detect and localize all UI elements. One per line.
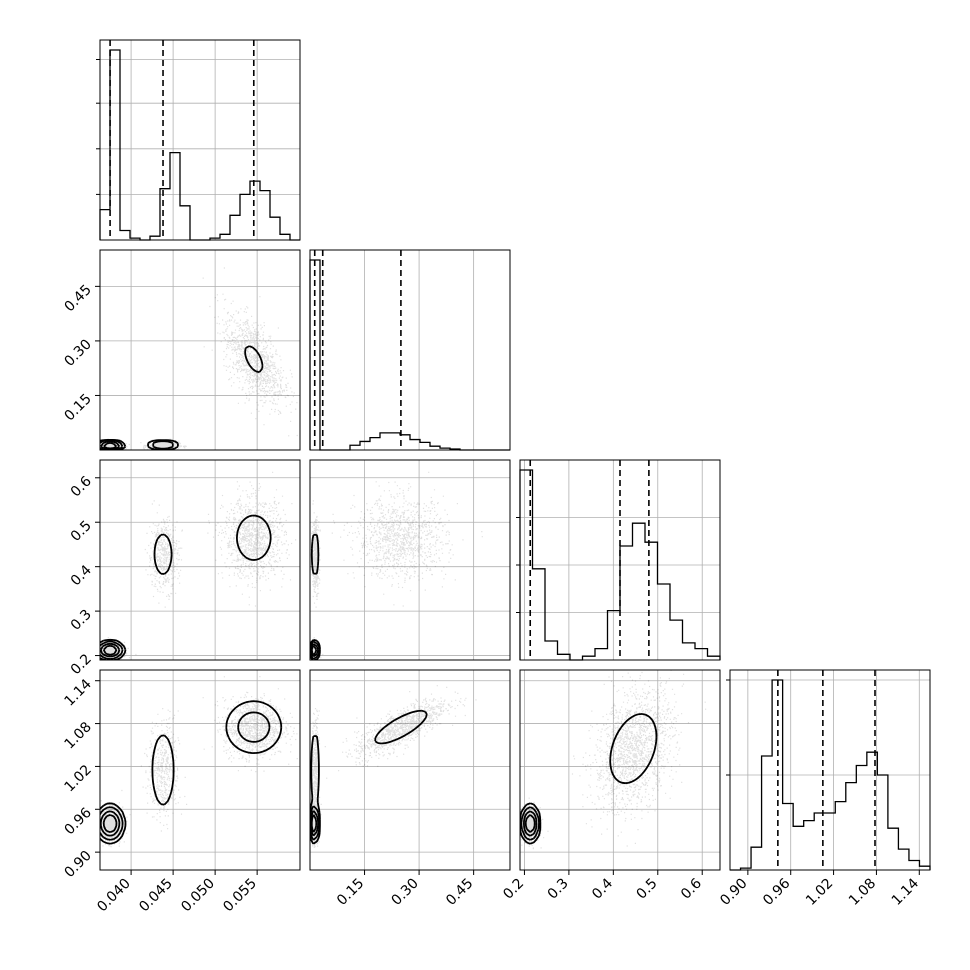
histogram-steps bbox=[309, 259, 510, 451]
x-tick-label: 0.6 bbox=[678, 875, 705, 902]
contour-line bbox=[310, 810, 319, 837]
x-tick-label: 1.08 bbox=[846, 876, 879, 909]
scatter-panel-0-3 bbox=[100, 670, 300, 870]
scatter-panel-1-3 bbox=[310, 670, 510, 870]
x-tick-label: 1.14 bbox=[889, 875, 922, 908]
x-tick-label: 0.055 bbox=[220, 876, 260, 916]
scatter-panel-2-3 bbox=[520, 670, 720, 870]
contour-line bbox=[100, 514, 272, 660]
panel-frame bbox=[99, 39, 301, 241]
y-tick-label: 0.90 bbox=[61, 848, 94, 881]
contour-line bbox=[103, 442, 118, 450]
histogram-panel-1 bbox=[309, 250, 510, 451]
contour-line bbox=[310, 643, 319, 658]
scatter-points bbox=[100, 676, 298, 848]
y-tick-label: 0.96 bbox=[61, 805, 94, 838]
contour-line bbox=[520, 713, 658, 845]
contour-line bbox=[310, 814, 318, 833]
y-tick-label: 0.2 bbox=[68, 651, 95, 678]
scatter-panel-0-2 bbox=[100, 460, 300, 660]
contour-line bbox=[100, 440, 121, 450]
y-tick-label: 1.02 bbox=[61, 762, 94, 795]
contour-line bbox=[100, 640, 124, 660]
y-tick-label: 0.30 bbox=[61, 336, 94, 369]
panel-frame bbox=[309, 249, 511, 451]
x-tick-label: 0.30 bbox=[389, 876, 422, 909]
x-tick-label: 1.02 bbox=[803, 876, 836, 909]
x-tick-label: 0.15 bbox=[334, 876, 367, 909]
scatter-points bbox=[310, 685, 477, 848]
panel-frame bbox=[309, 669, 511, 871]
x-tick-label: 0.045 bbox=[136, 876, 176, 916]
panel-content bbox=[520, 670, 707, 850]
scatter-points bbox=[100, 267, 298, 450]
panel-content bbox=[100, 267, 298, 450]
scatter-panel-0-1 bbox=[100, 250, 300, 450]
y-tick-label: 0.6 bbox=[68, 473, 95, 500]
y-tick-label: 0.3 bbox=[68, 607, 95, 634]
contour-line bbox=[524, 814, 536, 833]
y-tick-label: 0.45 bbox=[61, 282, 94, 315]
contour-line bbox=[520, 806, 540, 841]
x-tick-label: 0.2 bbox=[500, 876, 527, 903]
panel-frame bbox=[99, 669, 301, 871]
panel-frame bbox=[99, 459, 301, 661]
contour-line bbox=[100, 345, 264, 450]
x-tick-label: 0.90 bbox=[717, 876, 750, 909]
contour-line bbox=[100, 711, 271, 841]
panel-content bbox=[310, 471, 483, 660]
histogram-steps bbox=[99, 49, 300, 241]
panel-frame bbox=[519, 669, 721, 871]
scatter-points bbox=[310, 471, 483, 660]
panel-frame bbox=[729, 669, 931, 871]
x-tick-label: 0.45 bbox=[443, 876, 476, 909]
contour-line bbox=[102, 644, 118, 656]
contour-line bbox=[310, 644, 318, 656]
panel-content bbox=[310, 685, 477, 848]
scatter-points bbox=[100, 471, 297, 660]
y-tick-label: 0.4 bbox=[68, 562, 95, 589]
y-tick-label: 1.14 bbox=[61, 676, 94, 709]
histogram-panel-2 bbox=[516, 460, 721, 661]
contour-line bbox=[102, 814, 118, 834]
scatter-points bbox=[520, 670, 707, 850]
x-tick-label: 0.96 bbox=[760, 875, 793, 908]
histogram-panel-3 bbox=[726, 670, 931, 871]
panel-frame bbox=[99, 249, 301, 451]
histogram-steps bbox=[730, 679, 931, 871]
y-tick-label: 0.15 bbox=[61, 391, 94, 424]
histogram-panel-0 bbox=[96, 40, 300, 241]
contour-line bbox=[100, 810, 121, 837]
x-tick-label: 0.050 bbox=[178, 876, 218, 916]
scatter-panel-1-2 bbox=[310, 460, 510, 660]
x-tick-label: 0.3 bbox=[545, 876, 572, 903]
y-tick-label: 1.08 bbox=[61, 719, 94, 752]
x-tick-label: 0.5 bbox=[634, 876, 661, 903]
panel-frame bbox=[309, 459, 511, 661]
panel-content bbox=[100, 676, 298, 848]
panel-frame bbox=[519, 459, 721, 661]
y-tick-label: 0.5 bbox=[68, 518, 95, 545]
panel-content bbox=[100, 471, 297, 660]
x-tick-label: 0.040 bbox=[94, 876, 134, 916]
contour-line bbox=[100, 642, 121, 658]
contour-line bbox=[523, 810, 538, 837]
histogram-steps bbox=[519, 469, 721, 661]
contour-line bbox=[100, 700, 283, 845]
x-tick-label: 0.4 bbox=[589, 875, 616, 902]
